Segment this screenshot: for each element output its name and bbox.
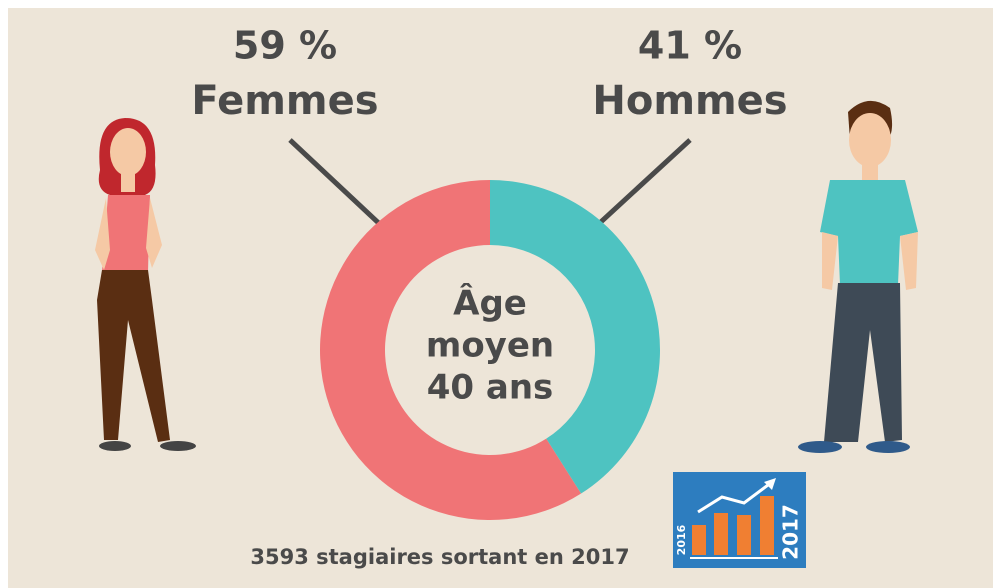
page: {"chart_data": {"type": "donut", "catego… [0, 0, 1001, 588]
category-label: Hommes [592, 78, 787, 124]
category-label: Femmes [191, 78, 378, 124]
value-label: 59 % [233, 24, 337, 68]
badge-to: 2017 [779, 504, 803, 560]
value-label: 41 % [638, 24, 742, 68]
footer: 3593 stagiaires sortant en 2017 [250, 545, 629, 569]
center-label: 40 ans [427, 368, 554, 408]
center-label: moyen [426, 326, 554, 366]
center-label: Âge [453, 283, 527, 324]
infographic: 2016 2017 3593 stagiaires sortant en 201… [0, 0, 1001, 588]
badge-from: 2016 [675, 524, 688, 555]
